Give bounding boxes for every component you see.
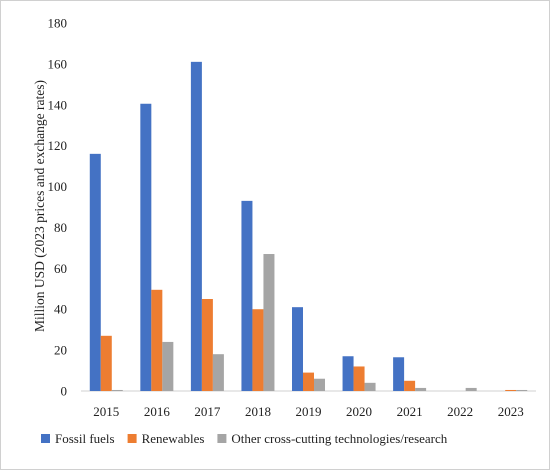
bars	[89, 61, 528, 391]
legend-swatch	[41, 434, 50, 443]
bar-renewables-2018	[252, 309, 264, 391]
bar-renewables-2023	[505, 389, 517, 391]
y-tick-label: 160	[48, 56, 68, 71]
y-tick-label: 60	[54, 261, 67, 276]
bar-fossil-fuels-2021	[393, 357, 405, 391]
bar-renewables-2020	[353, 366, 365, 391]
bar-other-cross-cutting-technologies-research-2018	[263, 254, 275, 391]
y-axis-label-group: Million USD (2023 prices and exchange ra…	[32, 80, 47, 332]
legend: Fossil fuels Renewables Other cross-cuttin…	[41, 431, 448, 446]
bar-other-cross-cutting-technologies-research-2020	[364, 382, 376, 391]
bar-fossil-fuels-2017	[190, 61, 202, 391]
y-tick-label: 80	[54, 220, 67, 235]
bar-other-cross-cutting-technologies-research-2023	[516, 389, 528, 391]
bar-other-cross-cutting-technologies-research-2019	[314, 378, 325, 391]
bar-fossil-fuels-2015	[89, 153, 101, 391]
y-tick-label: 180	[48, 16, 68, 31]
x-tick-labels: 2015 2016 2017 2018 2019 2020 2021 2022 2023	[93, 404, 523, 419]
bar-fossil-fuels-2019	[292, 307, 303, 391]
bar-renewables-2021	[404, 380, 416, 391]
bar-other-cross-cutting-technologies-research-2022	[465, 387, 477, 391]
bar-other-cross-cutting-technologies-research-2021	[415, 387, 427, 391]
legend-swatch	[127, 434, 137, 443]
legend-label: Fossil fuels	[55, 431, 115, 446]
y-tick-label: 40	[54, 302, 67, 317]
x-tick-label: 2020	[346, 404, 372, 419]
bar-renewables-2017	[201, 299, 213, 391]
bar-fossil-fuels-2018	[241, 200, 253, 391]
y-tick-label: 100	[48, 179, 68, 194]
y-tick-label: 120	[48, 138, 68, 153]
y-tick-labels: 0 20 40 60 80 100 120 140 160 180	[48, 16, 68, 399]
y-tick-label: 20	[54, 343, 67, 358]
x-tick-label: 2021	[397, 404, 423, 419]
x-tick-label: 2018	[245, 404, 271, 419]
x-tick-label: 2017	[194, 404, 221, 419]
bar-other-cross-cutting-technologies-research-2017	[212, 354, 224, 391]
bar-fossil-fuels-2016	[140, 103, 152, 391]
x-tick-label: 2016	[144, 404, 171, 419]
bar-renewables-2015	[100, 335, 112, 391]
bar-other-cross-cutting-technologies-research-2015	[111, 389, 123, 391]
bar-renewables-2019	[303, 372, 314, 391]
legend-label: Renewables	[142, 431, 205, 446]
bar-fossil-fuels-2020	[342, 356, 354, 391]
y-tick-label: 140	[48, 97, 68, 112]
legend-swatch	[217, 434, 227, 443]
legend-label: Other cross-cutting technologies/researc…	[231, 431, 447, 446]
x-tick-label: 2015	[93, 404, 119, 419]
bar-other-cross-cutting-technologies-research-2016	[162, 341, 174, 391]
bar-renewables-2016	[151, 289, 163, 391]
y-tick-label: 0	[61, 384, 68, 399]
y-axis-label: Million USD (2023 prices and exchange ra…	[32, 80, 47, 332]
x-tick-label: 2023	[498, 404, 524, 419]
x-tick-label: 2019	[296, 404, 322, 419]
x-tick-label: 2022	[447, 404, 473, 419]
